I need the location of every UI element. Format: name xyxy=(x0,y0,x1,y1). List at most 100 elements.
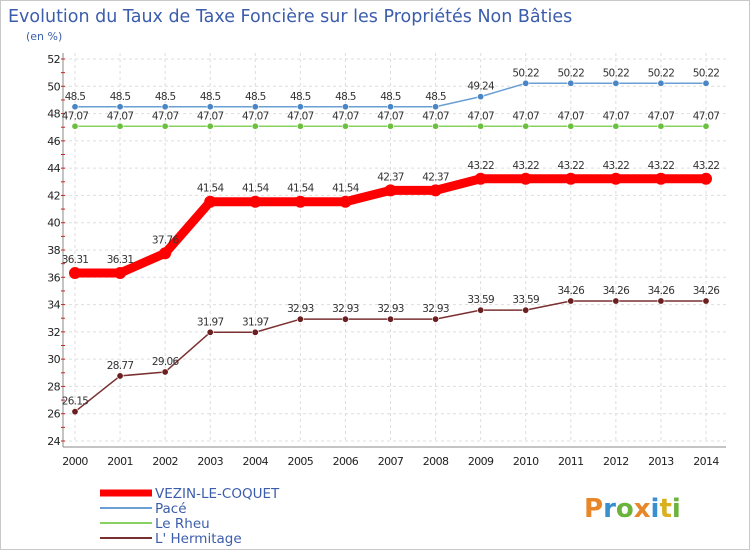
y-tick-label: 28 xyxy=(47,380,60,393)
data-label-vezin-le-coquet: 43.22 xyxy=(512,160,539,172)
data-point-vezin-le-coquet xyxy=(519,172,532,185)
legend-label-le-rheu: Le Rheu xyxy=(155,516,210,532)
x-tick-label: 2001 xyxy=(107,455,133,468)
data-point-le-rheu xyxy=(702,122,710,130)
data-label-le-rheu: 47.07 xyxy=(422,110,449,122)
data-label-le-rheu: 47.07 xyxy=(603,110,630,122)
data-label-l-hermitage: 34.26 xyxy=(693,285,721,297)
data-label-pac: 50.22 xyxy=(512,67,539,79)
x-tick-label: 2012 xyxy=(603,455,629,468)
data-point-vezin-le-coquet xyxy=(474,172,487,185)
brand-letter-7: i xyxy=(672,494,681,524)
data-label-le-rheu: 47.07 xyxy=(693,110,720,122)
y-tick-label: 44 xyxy=(47,162,60,175)
data-label-pac: 48.5 xyxy=(335,91,356,103)
data-point-vezin-le-coquet xyxy=(429,184,442,197)
data-point-le-rheu xyxy=(612,122,620,130)
data-label-l-hermitage: 34.26 xyxy=(558,285,586,297)
data-point-le-rheu xyxy=(657,122,665,130)
data-label-vezin-le-coquet: 36.31 xyxy=(62,254,89,266)
x-axis-ticks: 2000 2001 2002 2003 2004 2005 2006 2007 2008 2009… xyxy=(62,455,720,468)
data-label-vezin-le-coquet: 43.22 xyxy=(558,160,585,172)
y-tick-label: 32 xyxy=(47,326,60,339)
data-label-l-hermitage: 29.06 xyxy=(152,356,180,368)
data-label-l-hermitage: 32.93 xyxy=(422,303,449,315)
data-label-vezin-le-coquet: 43.22 xyxy=(648,160,675,172)
data-point-l-hermitage xyxy=(522,306,530,314)
data-point-pac xyxy=(386,103,394,111)
x-tick-label: 2006 xyxy=(333,455,359,468)
data-point-pac xyxy=(71,103,79,111)
data-point-le-rheu xyxy=(477,122,485,130)
data-point-l-hermitage xyxy=(71,408,79,416)
data-point-pac xyxy=(432,103,440,111)
legend-label-vezin: VEZIN-LE-COQUET xyxy=(155,486,280,502)
x-tick-label: 2014 xyxy=(693,455,719,468)
data-point-vezin-le-coquet xyxy=(294,195,307,208)
data-point-le-rheu xyxy=(567,122,575,130)
data-label-vezin-le-coquet: 42.37 xyxy=(422,171,449,183)
chart-title: Evolution du Taux de Taxe Foncière sur l… xyxy=(8,7,572,27)
data-label-l-hermitage: 34.26 xyxy=(603,285,631,297)
data-label-le-rheu: 47.07 xyxy=(287,110,314,122)
data-label-l-hermitage: 32.93 xyxy=(332,303,359,315)
data-label-vezin-le-coquet: 36.31 xyxy=(107,254,134,266)
data-label-pac: 48.5 xyxy=(110,91,131,103)
y-tick-label: 40 xyxy=(47,217,60,230)
y-tick-label: 42 xyxy=(47,189,60,202)
data-point-vezin-le-coquet xyxy=(69,267,81,280)
data-point-pac xyxy=(567,79,575,87)
data-label-l-hermitage: 26.15 xyxy=(62,396,89,408)
data-point-pac xyxy=(161,103,169,111)
data-label-pac: 50.22 xyxy=(693,67,720,79)
data-label-pac: 50.22 xyxy=(648,67,675,79)
data-point-l-hermitage xyxy=(386,315,394,323)
data-label-le-rheu: 47.07 xyxy=(242,110,269,122)
data-point-l-hermitage xyxy=(296,315,304,323)
data-label-pac: 48.5 xyxy=(65,91,86,103)
data-label-le-rheu: 47.07 xyxy=(558,110,585,122)
data-point-le-rheu xyxy=(432,122,440,130)
data-point-vezin-le-coquet xyxy=(384,184,397,197)
y-tick-label: 46 xyxy=(47,135,60,148)
data-point-vezin-le-coquet xyxy=(700,172,712,185)
data-label-pac: 48.5 xyxy=(425,91,446,103)
data-label-le-rheu: 47.07 xyxy=(467,110,494,122)
data-label-pac: 48.5 xyxy=(290,91,311,103)
y-axis-ticks: 24 26 28 30 32 34 36 38 40 42 44 46 48 50 52 xyxy=(47,53,61,448)
data-point-l-hermitage xyxy=(432,315,440,323)
x-tick-label: 2013 xyxy=(648,455,674,468)
data-label-pac: 49.24 xyxy=(467,81,495,93)
data-point-pac xyxy=(341,103,349,111)
x-tick-label: 2011 xyxy=(558,455,584,468)
data-point-le-rheu xyxy=(206,122,214,130)
y-tick-label: 30 xyxy=(47,353,60,366)
data-point-vezin-le-coquet xyxy=(609,172,622,185)
data-label-vezin-le-coquet: 37.76 xyxy=(152,234,180,246)
x-tick-label: 2000 xyxy=(62,455,88,468)
data-point-pac xyxy=(206,103,214,111)
data-point-pac xyxy=(116,103,124,111)
data-label-le-rheu: 47.07 xyxy=(62,110,89,122)
data-point-pac xyxy=(296,103,304,111)
data-label-vezin-le-coquet: 41.54 xyxy=(242,183,270,195)
data-point-l-hermitage xyxy=(612,297,620,305)
data-point-l-hermitage xyxy=(116,372,124,380)
x-tick-label: 2010 xyxy=(513,455,539,468)
data-point-pac xyxy=(522,79,530,87)
data-point-l-hermitage xyxy=(206,328,214,336)
data-label-le-rheu: 47.07 xyxy=(512,110,539,122)
series-group xyxy=(69,79,712,416)
data-label-l-hermitage: 33.59 xyxy=(467,294,494,306)
data-label-le-rheu: 47.07 xyxy=(648,110,675,122)
brand-letter-1: P xyxy=(584,494,603,524)
data-label-l-hermitage: 31.97 xyxy=(242,316,269,328)
data-label-le-rheu: 47.07 xyxy=(197,110,224,122)
data-point-pac xyxy=(612,79,620,87)
data-label-le-rheu: 47.07 xyxy=(107,110,134,122)
data-label-vezin-le-coquet: 43.22 xyxy=(467,160,494,172)
data-label-pac: 48.5 xyxy=(380,91,401,103)
y-tick-label: 34 xyxy=(47,299,60,312)
brand-letter-2: r xyxy=(603,494,616,524)
